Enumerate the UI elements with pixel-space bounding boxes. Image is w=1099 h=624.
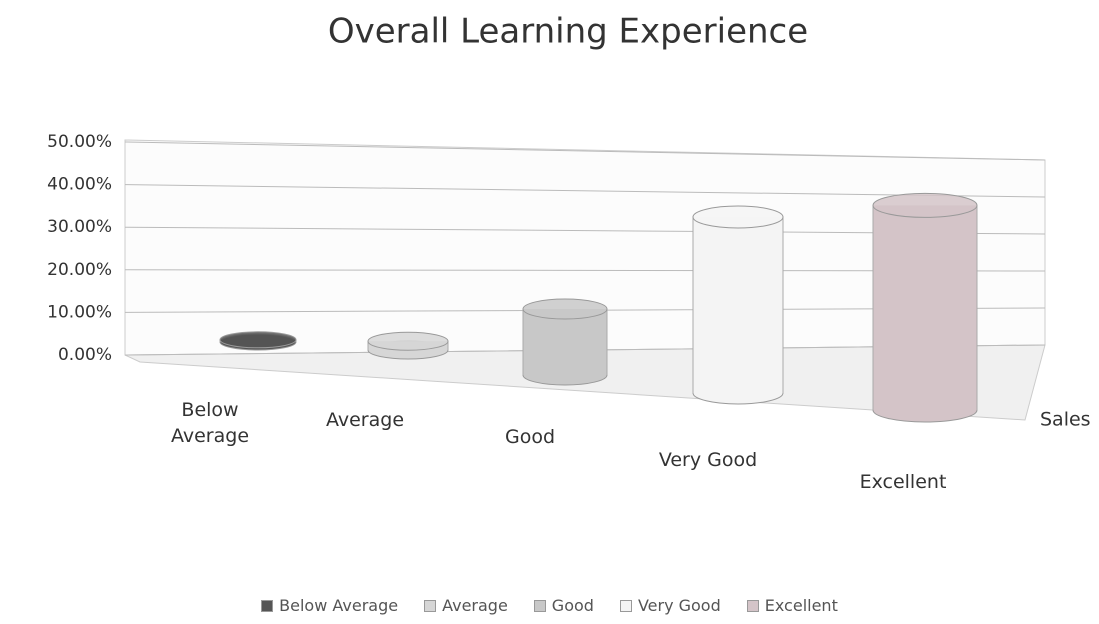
legend-label: Very Good	[637, 596, 721, 615]
legend-swatch	[619, 599, 632, 612]
legend-label: Below Average	[279, 596, 399, 615]
legend: Below Average Average Good Very Good Excelle…	[0, 596, 1099, 615]
cylinder-top	[367, 331, 449, 351]
legend-item: Very Good	[619, 596, 721, 615]
chart-title: Overall Learning Experience	[328, 12, 808, 52]
cylinder-top	[872, 192, 978, 218]
x-tick-label: Good	[504, 426, 556, 448]
legend-label: Excellent	[764, 596, 838, 615]
legend-label: Good	[551, 596, 594, 615]
cylinder	[693, 217, 783, 393]
legend-item: Below Average	[261, 596, 398, 615]
legend-item: Excellent	[746, 596, 838, 615]
grid-line	[124, 141, 1046, 161]
series-label: Sales	[1040, 409, 1091, 431]
grid-line	[124, 184, 1046, 198]
x-tick-label: Excellent	[859, 471, 947, 493]
cylinder-top	[219, 331, 297, 349]
y-tick-label: 40.00%	[47, 175, 112, 195]
x-tick-label: Average	[325, 409, 405, 431]
cylinder	[873, 205, 977, 410]
x-tick-label: Very Good	[658, 449, 758, 471]
x-tick-label: Below Average	[170, 399, 250, 447]
cylinder	[523, 309, 607, 375]
y-tick-label: 10.00%	[47, 302, 112, 322]
legend-swatch	[424, 599, 437, 612]
y-tick-label: 20.00%	[47, 260, 112, 280]
legend-item: Good	[533, 596, 594, 615]
legend-swatch	[533, 599, 546, 612]
y-tick-label: 30.00%	[47, 217, 112, 237]
y-tick-label: 0.00%	[58, 345, 112, 365]
legend-swatch	[746, 599, 759, 612]
y-tick-label: 50.00%	[47, 132, 112, 152]
cylinder-top	[522, 298, 608, 320]
legend-swatch	[261, 599, 274, 612]
legend-label: Average	[442, 596, 508, 615]
legend-item: Average	[424, 596, 508, 615]
cylinder-top	[692, 205, 784, 229]
